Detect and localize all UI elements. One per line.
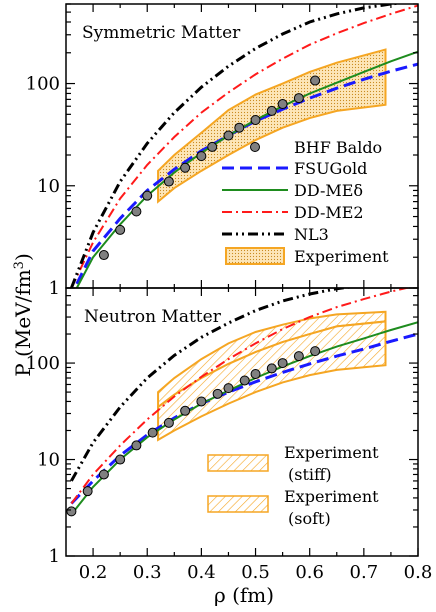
neutron-bhf-point: [115, 454, 126, 465]
symmetric-bhf-point: [98, 250, 109, 261]
symmetric-experiment-band: [157, 48, 387, 204]
legend-item-fsugold: FSUGold: [222, 159, 367, 178]
symmetric-matter-panel: Symmetric Matter 1 10 100 BHF Baldo FSUGol…: [26, 3, 419, 299]
neutron-matter-label: Neutron Matter: [84, 307, 222, 327]
neutron-bhf-point: [98, 469, 109, 480]
neutron-bhf-point: [147, 427, 158, 438]
neutron-matter-panel: Neutron Matter 1 10 100 0.2 0.3 0.4 0.5 0.6 0.7…: [26, 287, 433, 583]
legend-item-experiment: Experiment: [225, 247, 389, 266]
legend-top: BHF Baldo FSUGold DD-MEδ DD-ME2 NL3 Expe…: [222, 138, 389, 266]
experiment-legend-label: Experiment: [294, 247, 389, 266]
symmetric-bhf-point: [293, 93, 304, 104]
neutron-bhf-point: [310, 346, 321, 357]
bottom-x-axis-ticks: 0.2 0.3 0.4 0.5 0.6 0.7 0.8: [79, 288, 433, 583]
symmetric-bhf-point: [180, 162, 191, 173]
dd-me2-legend-label: DD-ME2: [294, 203, 364, 222]
bhf-baldo-legend-marker: [250, 142, 260, 152]
x-tick-label: 0.3: [133, 562, 162, 583]
experiment-soft-legend-label-2: (soft): [288, 509, 331, 528]
y-tick-label: 1: [49, 278, 60, 299]
neutron-bhf-point: [196, 396, 207, 407]
y-tick-label: 10: [37, 176, 60, 197]
x-tick-label: 0.4: [187, 562, 216, 583]
nl3-legend-label: NL3: [294, 225, 329, 244]
experiment-soft-legend-swatch: [207, 495, 269, 513]
neutron-bhf-point: [131, 440, 142, 451]
y-tick-label: 1: [49, 546, 60, 567]
symmetric-bhf-point: [250, 114, 261, 125]
experiment-soft-legend-label-1: Experiment: [284, 487, 379, 506]
y-axis-title: P (MeV/fm3): [11, 253, 35, 377]
symmetric-bhf-point: [266, 105, 277, 116]
symmetric-bhf-point: [115, 224, 126, 235]
legend-item-experiment-stiff: Experiment (stiff): [207, 443, 379, 484]
experiment-stiff-legend-label-1: Experiment: [284, 443, 379, 462]
experiment-stiff-legend-swatch: [207, 454, 269, 472]
experiment-legend-swatch: [225, 247, 285, 265]
fsugold-legend-label: FSUGold: [294, 159, 367, 178]
symmetric-matter-plot-area: [70, 4, 418, 289]
bottom-panel-frame: [65, 287, 419, 557]
neutron-dash-dot-curve: [70, 288, 411, 505]
legend-item-dd-me2: DD-ME2: [222, 203, 364, 222]
symmetric-dash-dot-curve: [70, 4, 418, 289]
top-y-axis-ticks: 1 10 100: [26, 3, 418, 299]
symmetric-dash-dot-dot-curve: [70, 4, 405, 289]
symmetric-matter-label: Symmetric Matter: [82, 23, 241, 43]
neutron-bhf-point: [293, 351, 304, 362]
x-tick-label: 0.2: [79, 562, 108, 583]
neutron-bhf-point: [277, 358, 288, 369]
neutron-dashed-curve: [70, 332, 418, 505]
neutron-bhf-point: [212, 388, 223, 399]
legend-item-experiment-soft: Experiment (soft): [207, 487, 379, 528]
legend-item-dd-medelta: DD-MEδ: [222, 181, 363, 200]
neutron-bhf-point: [66, 506, 77, 517]
legend-bottom: Experiment (stiff) Experiment (soft): [207, 443, 379, 528]
bhf-baldo-legend-label: BHF Baldo: [294, 138, 382, 157]
dd-medelta-legend-label: DD-MEδ: [294, 181, 363, 200]
y-tick-label: 10: [37, 450, 60, 471]
symmetric-bhf-point: [223, 130, 234, 141]
x-tick-label: 0.5: [241, 562, 270, 583]
symmetric-bhf-point: [142, 190, 153, 201]
experiment-stiff-legend-label-2: (stiff): [288, 465, 332, 484]
neutron-bhf-point: [250, 369, 261, 380]
symmetric-bhf-point: [196, 151, 207, 162]
legend-item-bhf-baldo: BHF Baldo: [250, 138, 382, 157]
x-tick-label: 0.6: [295, 562, 324, 583]
neutron-experiment-soft-band: [157, 320, 387, 442]
symmetric-bhf-point: [234, 122, 245, 133]
symmetric-bhf-point: [131, 206, 142, 217]
neutron-bhf-point: [180, 405, 191, 416]
symmetric-bhf-point: [310, 75, 321, 86]
bottom-y-axis-ticks: 1 10 100: [26, 287, 418, 567]
y-tick-label: 100: [26, 74, 60, 95]
neutron-bhf-point: [163, 417, 174, 428]
neutron-dash-dot-dot-curve: [70, 288, 355, 482]
neutron-bhf-point: [239, 375, 250, 386]
neutron-bhf-point: [266, 363, 277, 374]
symmetric-bhf-point: [163, 176, 174, 187]
neutron-bhf-point: [223, 383, 234, 394]
symmetric-bhf-point: [207, 141, 218, 152]
symmetric-bhf-point: [277, 99, 288, 110]
neutron-bhf-point: [82, 486, 93, 497]
top-x-axis-ticks: [92, 4, 419, 288]
y-tick-label: 100: [26, 353, 60, 374]
x-tick-label: 0.7: [350, 562, 379, 583]
x-axis-title: ρ (fm): [214, 583, 274, 607]
neutron-matter-plot-area: [66, 288, 418, 517]
legend-item-nl3: NL3: [222, 225, 329, 244]
x-tick-label: 0.8: [404, 562, 433, 583]
